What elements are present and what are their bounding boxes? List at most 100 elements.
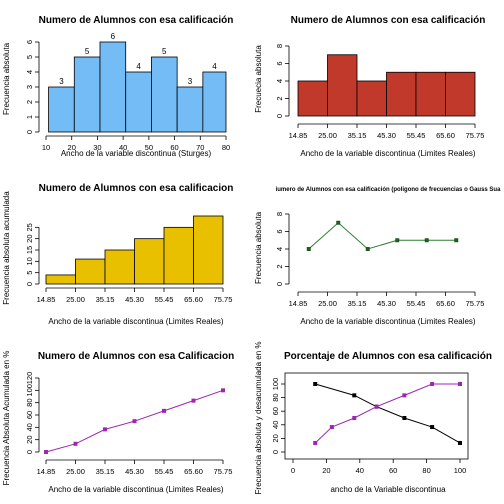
- chart-5-point: [162, 408, 166, 413]
- chart-5-y-tick-label: 80: [25, 398, 34, 406]
- chart-3-y-tick-label: 0: [25, 282, 34, 286]
- chart-2-x-tick-label: 65.60: [436, 131, 455, 140]
- chart-6-x-tick-label: 100: [454, 466, 467, 475]
- chart-1-bar: [99, 41, 127, 133]
- chart-5-x-tick-label: 25.00: [66, 467, 85, 476]
- chart-5-x-tick-label: 14.85: [37, 467, 56, 476]
- chart-6-y-tick-label: 60: [271, 407, 280, 415]
- chart-5-y-tick-label: 60: [25, 411, 34, 419]
- chart-1-x-tick-label: 30: [93, 143, 101, 152]
- chart-2-bar: [445, 71, 476, 117]
- chart-3-x-tick-label: 65.60: [184, 295, 203, 304]
- chart-1-bar: [48, 86, 75, 133]
- chart-6-series-2-line: [314, 383, 460, 444]
- chart-5-point: [132, 419, 137, 424]
- chart-2-bar: [356, 80, 387, 117]
- chart-3-x-tick-label: 75.75: [214, 295, 233, 304]
- chart-4-point: [395, 238, 400, 243]
- chart-4-x-tick-label: 75.75: [466, 299, 485, 308]
- chart-4-x-tick-label: 25.00: [318, 299, 337, 308]
- chart-3-y-tick-label: 5: [25, 271, 34, 275]
- chart-3-x-tick-label: 25.00: [66, 295, 85, 304]
- chart-4-y-tick-label: 6: [275, 229, 284, 233]
- chart-6-plot-box: [284, 372, 469, 460]
- chart-1-data-label: 3: [59, 77, 64, 86]
- chart-1-data-label: 6: [111, 32, 116, 41]
- chart-6-series-2-point: [430, 382, 435, 386]
- chart-1-x-tick-label: 40: [119, 143, 127, 152]
- chart-6-series-1-point: [402, 416, 407, 420]
- chart-2-x-tick-label: 75.75: [466, 131, 485, 140]
- chart-3-x-tick-label: 55.45: [155, 295, 174, 304]
- chart-4-title: iumero de Alumnos con esa calificación (…: [276, 187, 501, 193]
- chart-3-bar: [45, 274, 76, 285]
- chart-1-ylabel: Frecuencia absoluta: [2, 42, 11, 115]
- chart-6-title: Porcentaje de Alumnos con esa calificaci…: [284, 351, 492, 362]
- chart-2-y-tick-label: 8: [275, 44, 284, 48]
- chart-1-x-tick-label: 60: [170, 143, 178, 152]
- chart-1-x-tick-label: 80: [222, 143, 230, 152]
- chart-3-y-tick-label: 10: [25, 257, 34, 265]
- chart-4-x-tick-label: 65.60: [436, 299, 455, 308]
- chart-1-x-tick-label: 70: [196, 143, 204, 152]
- chart-2-bar: [297, 80, 328, 117]
- chart-3-bar: [163, 226, 194, 285]
- chart-5-y-tick-label: 120: [25, 372, 34, 385]
- chart-4-y-tick-label: 4: [275, 247, 284, 251]
- chart-4-point: [424, 238, 429, 243]
- chart-1-bar: [202, 71, 227, 133]
- chart-5-point: [103, 427, 107, 432]
- chart-5-x-tick-label: 35.15: [96, 467, 115, 476]
- chart-5-x-tick-label: 55.45: [155, 467, 174, 476]
- chart-4-xlabel: Ancho de la variable discontinua (Limite…: [300, 317, 476, 326]
- chart-1-bar: [125, 71, 152, 133]
- chart-2-bar: [386, 71, 417, 117]
- chart-6-x-tick-label: 40: [356, 466, 364, 475]
- chart-1-y-tick-label: 4: [25, 70, 34, 74]
- chart-3-x-tick-label: 35.15: [96, 295, 115, 304]
- chart-1-data-label: 4: [212, 62, 217, 71]
- chart-1-y-tick-label: 2: [25, 100, 34, 104]
- chart-6-series-2-point: [458, 382, 462, 386]
- chart-4-y-tick-label: 0: [275, 282, 284, 286]
- chart-3-ylabel: Frecuencia absoluta acumulada: [2, 191, 11, 305]
- chart-6-series-1-point: [430, 425, 435, 430]
- chart-6-x-tick-label: 20: [322, 466, 330, 475]
- chart-5-ylabel: Frecuencia Absoluta Acumulada en %: [2, 351, 11, 486]
- chart-2-y-tick-label: 6: [275, 61, 284, 65]
- chart-2-title: Numero de Alumnos con esa calificación: [291, 15, 486, 26]
- chart-5-point: [44, 450, 48, 454]
- chart-1-data-label: 5: [162, 47, 167, 56]
- chart-6-ylabel: Frecuencia absoluta y desacumulada en %: [254, 342, 263, 495]
- chart-2-y-tick-label: 0: [275, 114, 284, 118]
- chart-2-x-tick-label: 14.85: [289, 131, 308, 140]
- chart-6-y-tick-label: 100: [271, 378, 280, 391]
- chart-5-x-tick-label: 45.30: [125, 467, 144, 476]
- chart-6-series-1-point: [458, 440, 462, 445]
- chart-2-x-tick-label: 25.00: [318, 131, 337, 140]
- chart-2-bar: [327, 54, 358, 117]
- chart-3-y-tick-label: 20: [25, 234, 34, 242]
- chart-6-series-1-line: [315, 383, 461, 444]
- chart-2-ylabel: Frecuecia absoluta: [254, 45, 263, 113]
- chart-1-y-tick-label: 3: [25, 85, 34, 89]
- chart-3-x-tick-label: 14.85: [37, 295, 56, 304]
- chart-6-series-1-point: [352, 393, 357, 398]
- chart-1-x-tick-label: 10: [42, 143, 50, 152]
- chart-1-x-tick-label: 50: [145, 143, 153, 152]
- chart-6-series-2-point: [313, 440, 318, 445]
- chart-2-x-tick-label: 45.30: [377, 131, 396, 140]
- chart-4-y-tick-label: 2: [275, 264, 284, 268]
- chart-3-y-tick-label: 15: [25, 246, 34, 254]
- chart-5-point: [191, 398, 196, 403]
- chart-4-x-tick-label: 45.30: [377, 299, 396, 308]
- chart-1-bar: [176, 86, 204, 133]
- chart-5-title: Numero de Alumnos con esa Calificacion: [38, 351, 234, 362]
- chart-6-series-2-point: [402, 393, 407, 398]
- chart-5-y-tick-label: 40: [25, 423, 34, 431]
- chart-6-x-tick-label: 80: [422, 466, 430, 475]
- chart-6-y-tick-label: 80: [271, 393, 280, 401]
- chart-4-series-line: [308, 222, 457, 250]
- chart-3-xlabel: Ancho de la variable discontinua (Limite…: [48, 317, 224, 326]
